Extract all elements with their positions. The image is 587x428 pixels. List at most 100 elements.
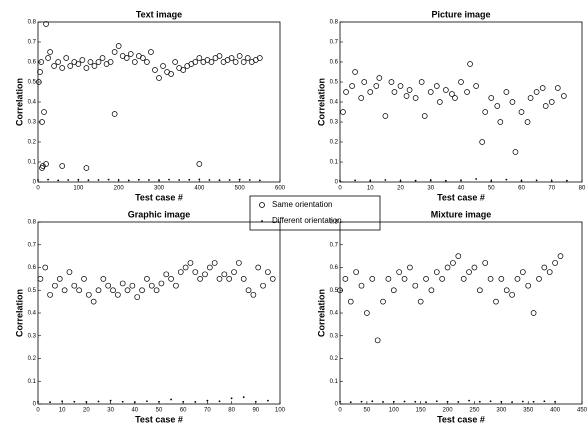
x-tick-label: 500 (235, 186, 246, 192)
point (196, 55, 203, 61)
y-tick-label: 0.3 (28, 333, 37, 339)
point (388, 79, 395, 85)
chart-title: Text image (136, 9, 182, 19)
point (503, 89, 510, 95)
point (97, 400, 100, 403)
x-tick-label: 0 (338, 408, 342, 414)
x-tick-label: 60 (518, 186, 525, 192)
point (384, 179, 387, 181)
point (269, 276, 276, 282)
point (340, 109, 346, 115)
point (194, 401, 197, 403)
point (347, 298, 354, 305)
point (493, 298, 499, 305)
point (444, 264, 451, 271)
point (85, 401, 88, 403)
point (497, 119, 504, 125)
y-tick-label: 0.2 (28, 140, 37, 146)
y-axis-label: Correlation (14, 289, 24, 337)
point (67, 63, 74, 69)
legend-label: Different orientation (272, 216, 342, 225)
point (458, 79, 464, 85)
x-tick-label: 100 (275, 408, 286, 414)
point (548, 99, 555, 105)
point (267, 399, 269, 402)
point (57, 179, 60, 182)
point (433, 83, 440, 89)
point (443, 87, 449, 93)
y-tick-label: 0.1 (330, 160, 339, 166)
point (187, 260, 194, 266)
point (66, 269, 73, 275)
point (390, 287, 397, 294)
chart-title: Graphic image (128, 209, 191, 219)
x-tick-label: 20 (397, 186, 404, 192)
point (396, 269, 403, 275)
point (256, 55, 263, 61)
point (376, 75, 383, 81)
point (349, 83, 355, 89)
x-tick-label: 300 (496, 408, 507, 414)
point (43, 161, 49, 167)
point (412, 95, 419, 101)
point (466, 269, 472, 275)
y-tick-label: 0.1 (330, 379, 339, 385)
point (371, 400, 374, 403)
point (455, 253, 462, 259)
point (446, 400, 449, 403)
point (160, 63, 166, 69)
point (392, 400, 395, 403)
point (168, 276, 174, 282)
point (385, 276, 392, 282)
y-tick-label: 0.4 (330, 100, 339, 106)
point (168, 71, 174, 77)
y-tick-label: 0.2 (330, 140, 339, 146)
x-tick-label: 0 (338, 186, 342, 192)
x-tick-label: 30 (107, 408, 114, 414)
point (47, 49, 53, 55)
point (403, 93, 410, 99)
point (67, 179, 70, 181)
point (180, 67, 187, 73)
point (156, 75, 162, 81)
point (144, 276, 150, 282)
y-tick-label: 0.5 (330, 80, 339, 86)
point (121, 400, 124, 403)
point (85, 291, 92, 298)
point (158, 179, 160, 182)
x-tick-label: 20 (83, 408, 90, 414)
point (536, 276, 542, 282)
point (539, 85, 546, 91)
legend: Same orientation Different orientation (249, 195, 381, 231)
point (188, 178, 191, 181)
point (111, 111, 118, 117)
x-tick-label: 100 (73, 186, 84, 192)
point (109, 399, 112, 402)
point (449, 91, 455, 97)
x-tick-label: 350 (523, 408, 534, 414)
point (361, 79, 368, 85)
x-tick-label: 80 (579, 186, 586, 192)
point (500, 400, 503, 403)
point (554, 85, 561, 91)
point (407, 264, 413, 271)
point (471, 264, 478, 271)
point (52, 282, 58, 289)
point (238, 178, 241, 181)
point (414, 179, 417, 182)
point (115, 43, 122, 49)
y-tick-label: 0.3 (28, 120, 37, 126)
point (473, 83, 479, 89)
point (110, 287, 116, 294)
point (133, 401, 136, 404)
point (137, 178, 140, 181)
y-tick-label: 0.7 (28, 40, 37, 46)
y-tick-label: 0.3 (330, 120, 339, 126)
point (99, 55, 106, 61)
point (374, 337, 381, 344)
point (206, 399, 209, 402)
point (476, 287, 483, 294)
point (435, 400, 438, 403)
y-tick-label: 0.3 (330, 333, 339, 339)
point (56, 276, 63, 282)
